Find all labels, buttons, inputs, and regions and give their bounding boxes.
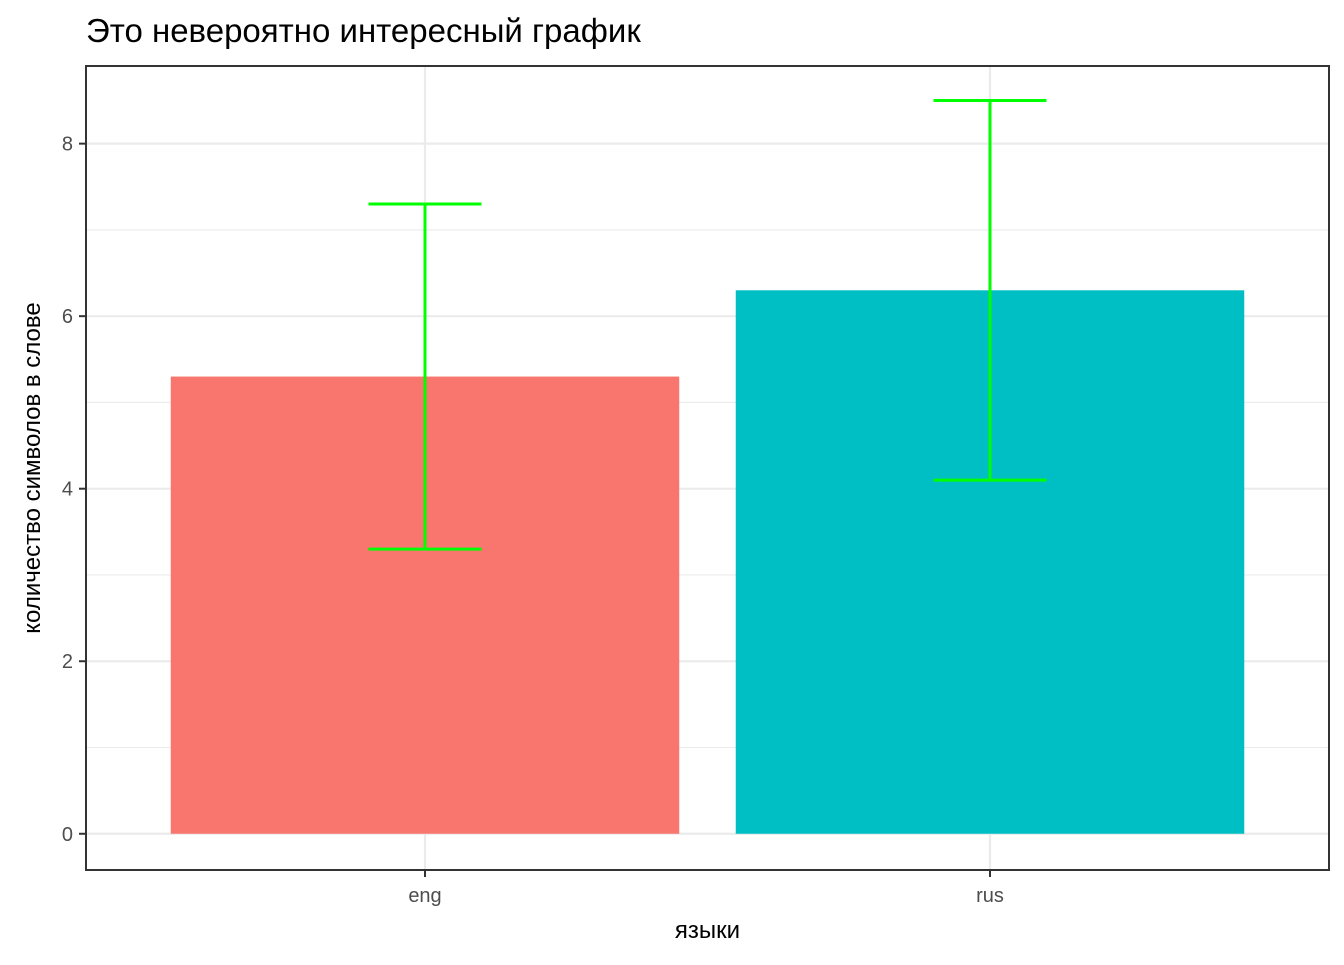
y-tick-label: 0: [62, 824, 73, 846]
x-axis-title: языки: [675, 917, 740, 944]
y-tick-label: 6: [62, 306, 73, 328]
x-tick-label: eng: [408, 885, 441, 907]
x-tick-label: rus: [976, 885, 1004, 907]
panel-border: [85, 65, 1330, 871]
y-axis-title: количество символов в слове: [19, 302, 46, 633]
errorbar-layer: [368, 99, 1047, 551]
y-tick-label: 8: [62, 134, 73, 156]
y-tick-label: 2: [62, 651, 73, 673]
y-tick-label: 4: [62, 479, 73, 501]
axis-layer: 0 2 4 6 8 eng rus: [62, 134, 1004, 907]
chart-title: Это невероятно интересный график: [86, 12, 641, 49]
